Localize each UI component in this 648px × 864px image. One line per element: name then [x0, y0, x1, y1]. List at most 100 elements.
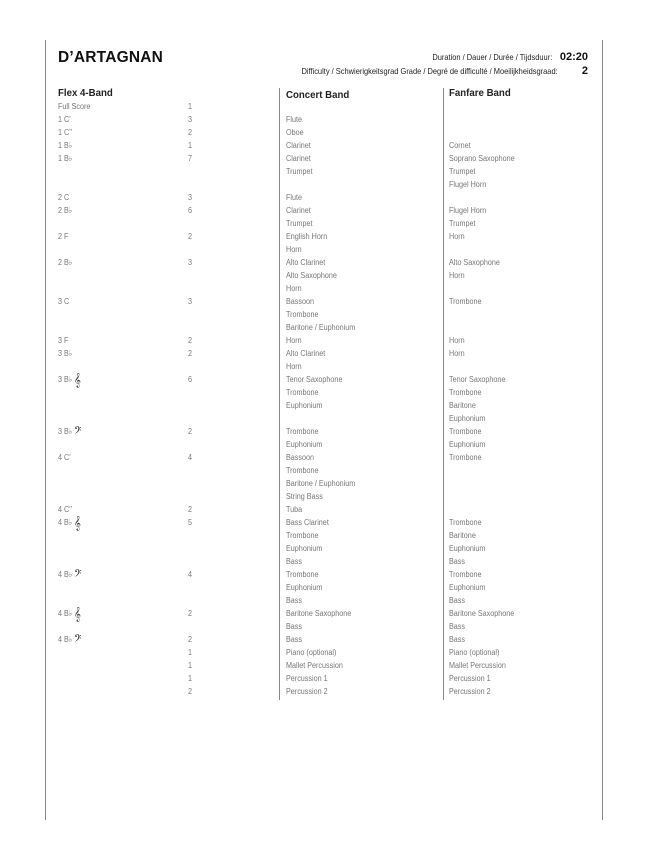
concert-instrument-text: Baritone / Euphonium	[286, 323, 356, 332]
concert-instrument-text: Trombone	[286, 466, 319, 475]
concert-instrument-text: Bassoon	[286, 297, 315, 306]
part-name-text: 1 B♭	[58, 154, 73, 163]
part-count: 1	[188, 141, 192, 151]
part-name: 2 C	[58, 193, 69, 203]
bass-clef-icon: 𝄢	[74, 633, 82, 648]
bass-clef-icon: 𝄢	[74, 425, 82, 440]
fanfare-instrument: Flugel Horn	[449, 180, 486, 190]
part-count-text: 4	[188, 453, 193, 462]
concert-instrument: Horn	[286, 245, 302, 255]
concert-instrument: Tenor Saxophone	[286, 375, 342, 385]
concert-instrument-text: Bass	[286, 622, 303, 631]
fanfare-instrument-text: Piano (optional)	[449, 648, 500, 657]
part-name: 3 B♭	[58, 349, 72, 359]
fanfare-instrument: Piano (optional)	[449, 648, 499, 658]
part-name-text: 3 C	[58, 297, 70, 306]
part-count-text: 3	[188, 115, 193, 124]
concert-instrument-text: Tenor Saxophone	[286, 375, 343, 384]
part-count: 4	[188, 453, 192, 463]
concert-instrument: Clarinet	[286, 206, 311, 216]
concert-instrument: Bassoon	[286, 297, 314, 307]
part-count-text: 4	[188, 570, 193, 579]
concert-instrument: Trombone	[286, 388, 319, 398]
fanfare-instrument-text: Trumpet	[449, 167, 476, 176]
part-count: 5	[188, 518, 192, 528]
fanfare-instrument: Trombone	[449, 570, 482, 580]
fanfare-instrument: Horn	[449, 271, 465, 281]
concert-instrument: Mallet Percussion	[286, 661, 343, 671]
part-count: 7	[188, 154, 192, 164]
concert-instrument: Horn	[286, 362, 302, 372]
concert-instrument-text: Trumpet	[286, 219, 313, 228]
part-count-text: 3	[188, 258, 193, 267]
part-count-text: 2	[188, 609, 193, 618]
concert-instrument-text: Baritone / Euphonium	[286, 479, 356, 488]
fanfare-instrument: Percussion 2	[449, 687, 491, 697]
concert-instrument: Clarinet	[286, 154, 311, 164]
concert-instrument-text: Baritone Saxophone	[286, 609, 352, 618]
fanfare-instrument-text: Trombone	[449, 453, 482, 462]
fanfare-instrument-text: Trombone	[449, 427, 482, 436]
concert-instrument: Baritone Saxophone	[286, 609, 351, 619]
concert-instrument: Euphonium	[286, 401, 322, 411]
fanfare-instrument-text: Bass	[449, 635, 466, 644]
fanfare-instrument: Soprano Saxophone	[449, 154, 515, 164]
treble-clef-icon: 𝄞	[74, 373, 81, 388]
concert-instrument-text: Piano (optional)	[286, 648, 337, 657]
fanfare-instrument-text: Trombone	[449, 297, 482, 306]
concert-instrument-text: Bass Clarinet	[286, 518, 329, 527]
concert-instrument-text: Euphonium	[286, 583, 323, 592]
fanfare-instrument-text: Trombone	[449, 388, 482, 397]
concert-instrument: Bass Clarinet	[286, 518, 329, 528]
part-name: 4 B♭ 𝄢	[58, 569, 82, 582]
fanfare-instrument-text: Trombone	[449, 570, 482, 579]
part-name: 4 C'	[58, 453, 71, 463]
concert-instrument-text: Percussion 1	[286, 674, 328, 683]
concert-instrument: Flute	[286, 115, 302, 125]
concert-instrument-text: Bass	[286, 596, 303, 605]
fanfare-instrument-text: Euphonium	[449, 544, 486, 553]
concert-instrument: Trumpet	[286, 219, 313, 229]
part-count-text: 2	[188, 635, 193, 644]
concert-instrument: Trombone	[286, 427, 319, 437]
part-count-text: 1	[188, 102, 193, 111]
fanfare-instrument-text: Flugel Horn	[449, 180, 487, 189]
concert-instrument-text: Euphonium	[286, 401, 323, 410]
part-count: 2	[188, 609, 192, 619]
part-name-text: 1 C'	[58, 115, 71, 124]
part-name-text: 2 B♭	[58, 206, 73, 215]
concert-instrument-text: String Bass	[286, 492, 323, 501]
fanfare-instrument: Trombone	[449, 453, 482, 463]
part-name: 3 B♭ 𝄞	[58, 373, 81, 388]
concert-instrument: Euphonium	[286, 583, 322, 593]
part-count: 2	[188, 635, 192, 645]
concert-instrument-text: Trombone	[286, 531, 319, 540]
concert-instrument: Bass	[286, 635, 302, 645]
fanfare-instrument: Horn	[449, 349, 465, 359]
header-concert-band: Concert Band	[286, 89, 350, 101]
fanfare-instrument-text: Tenor Saxophone	[449, 375, 506, 384]
concert-instrument-text: English Horn	[286, 232, 328, 241]
part-name-text: 4 C''	[58, 505, 72, 514]
concert-instrument-text: Oboe	[286, 128, 304, 137]
part-name-text: 3 F	[58, 336, 69, 345]
concert-instrument-text: Flute	[286, 193, 303, 202]
fanfare-instrument-text: Euphonium	[449, 583, 486, 592]
part-count-text: 2	[188, 427, 193, 436]
concert-instrument: Bass	[286, 596, 302, 606]
fanfare-instrument: Euphonium	[449, 414, 485, 424]
concert-instrument: Bass	[286, 622, 302, 632]
concert-instrument-text: Alto Clarinet	[286, 349, 326, 358]
part-count-text: 1	[188, 141, 193, 150]
fanfare-instrument: Baritone	[449, 531, 476, 541]
treble-clef-icon: 𝄞	[74, 516, 81, 531]
part-count-text: 6	[188, 206, 193, 215]
fanfare-instrument: Trombone	[449, 388, 482, 398]
fanfare-instrument: Baritone	[449, 401, 476, 411]
concert-instrument: Percussion 1	[286, 674, 328, 684]
concert-instrument-text: Trombone	[286, 310, 319, 319]
concert-instrument-text: Clarinet	[286, 141, 311, 150]
part-count: 1	[188, 102, 192, 112]
part-name: 2 B♭	[58, 206, 72, 216]
fanfare-instrument: Trumpet	[449, 219, 476, 229]
